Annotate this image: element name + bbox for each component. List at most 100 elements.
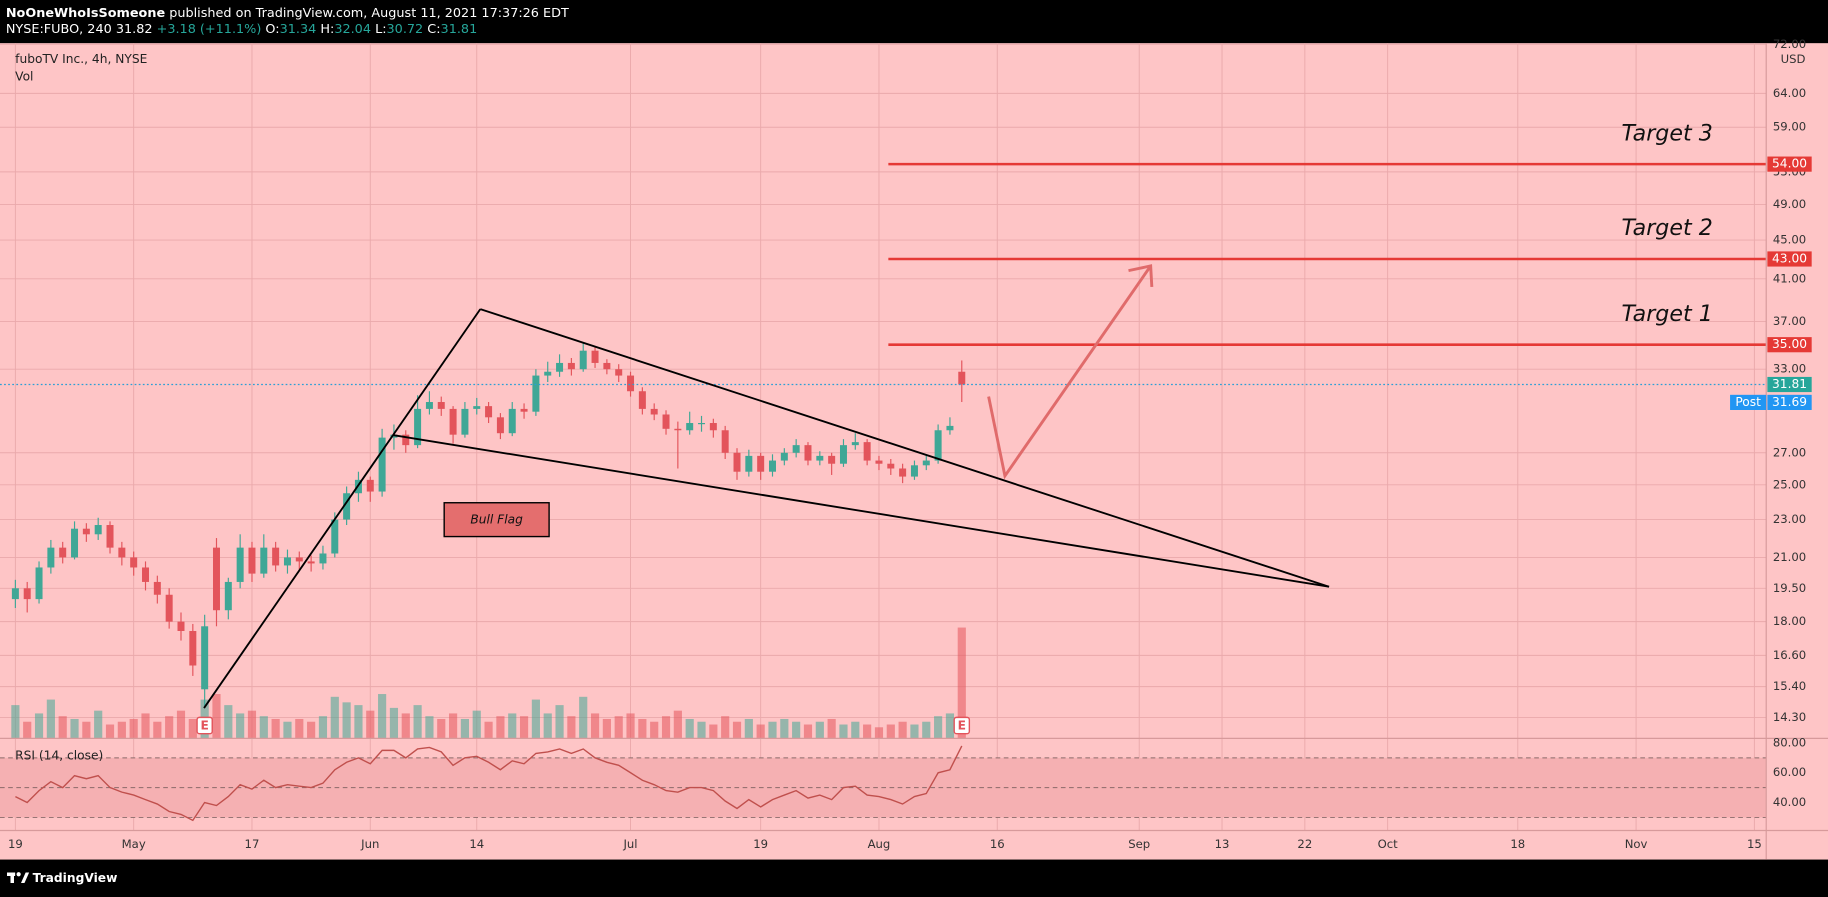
candle-body (686, 423, 694, 431)
candle-body (402, 434, 410, 446)
volume-bar (153, 721, 162, 739)
candle-body (544, 371, 552, 376)
target-badge (1767, 337, 1812, 353)
y-tick-label: 14.30 (1773, 710, 1806, 724)
volume-bar (354, 705, 363, 739)
candle-body (23, 588, 31, 600)
y-tick-label: 72.00 (1773, 37, 1806, 51)
volume-bar (768, 721, 777, 739)
drawings (203, 264, 1330, 709)
volume-bar (318, 716, 328, 739)
candle-body (556, 362, 564, 372)
x-tick-label: 14 (469, 837, 484, 851)
x-tick-label: 19 (753, 837, 768, 851)
volume-bar (94, 710, 103, 739)
earnings-marker (196, 716, 213, 735)
candle-body (94, 525, 102, 535)
x-tick-label: Aug (868, 837, 891, 851)
currency: USD (1781, 52, 1806, 66)
volume-bar (224, 705, 233, 739)
symbol: NYSE:FUBO, 240 (6, 22, 112, 37)
volume-bar (945, 713, 955, 739)
volume-bar (295, 718, 304, 739)
candle-body (839, 445, 847, 464)
x-tick-label: May (122, 837, 146, 851)
x-tick-label: Oct (1378, 837, 1399, 851)
volume-bar (543, 713, 552, 739)
volume-bar (614, 716, 623, 739)
volume-bar (378, 694, 387, 739)
x-tick-label: 18 (1510, 837, 1525, 851)
candle-body (496, 417, 504, 434)
high-value: 32.04 (334, 22, 371, 37)
volume-bar (271, 718, 280, 739)
candle-body (142, 567, 150, 582)
brand-logo (6, 872, 30, 884)
projection-arrow (987, 265, 1152, 480)
target-badge (1767, 156, 1812, 172)
y-tick-label: 23.00 (1773, 512, 1806, 526)
candle-body (224, 581, 232, 611)
volume-bar (934, 716, 943, 739)
x-tick-label: Sep (1128, 837, 1150, 851)
volume-bar (638, 718, 647, 739)
brand: TradingView (33, 871, 118, 885)
volume-bar (839, 724, 848, 739)
volume-bar (389, 707, 399, 739)
candle-body (733, 452, 741, 472)
volume-bar (803, 724, 813, 739)
volume-bar (34, 713, 44, 739)
volume-bar (697, 721, 706, 739)
y-tick-label: 37.00 (1773, 314, 1806, 328)
axis-layer: 19 May 17 Jun 14 Jul 19 Aug 16 Sep 13 22 Oct 18 Nov 15 1… (8, 37, 1812, 851)
post-price-label: 31.69 (1772, 395, 1807, 409)
rsi-title: RSI (14, close) (15, 748, 103, 762)
candle-body (627, 375, 635, 392)
volume-bar (425, 716, 434, 739)
high-label: H: (320, 22, 334, 37)
header-bar (0, 0, 1828, 44)
candle-body (910, 465, 918, 477)
x-tick-label: 22 (1297, 837, 1312, 851)
volume-bar (721, 716, 730, 739)
low-label: L: (375, 22, 386, 37)
y-tick-label: 41.00 (1773, 271, 1806, 285)
candle-body (153, 581, 161, 595)
candle-body (603, 362, 611, 370)
volume-bar (330, 696, 339, 739)
candle-body (757, 455, 765, 472)
y-tick-label: 19.50 (1773, 581, 1806, 595)
y-tick-label: 49.00 (1773, 197, 1806, 211)
candle-body (177, 621, 185, 631)
candle-body (331, 519, 339, 554)
last-price-label: 31.81 (1772, 377, 1807, 391)
x-tick-label: Nov (1625, 837, 1648, 851)
candle-body (437, 402, 445, 409)
published: published on TradingView.com, August 11,… (169, 5, 569, 20)
volume-bar (449, 713, 458, 739)
y-tick-label: 16.60 (1773, 648, 1806, 662)
quote-line: NYSE:FUBO, 240 31.82 +3.18 (+11.1%) O:31… (6, 22, 477, 37)
logo-part (10, 872, 14, 884)
y-tick-label: 45.00 (1773, 233, 1806, 247)
candle-body (343, 493, 351, 520)
volume-bar (673, 710, 682, 739)
candle-body (71, 528, 79, 558)
x-tick-label: Jul (622, 837, 637, 851)
candle-body (709, 423, 717, 431)
candle-body (59, 547, 67, 558)
volume-bar (472, 710, 481, 739)
annotation-box (443, 502, 550, 538)
volume-bar (815, 721, 824, 739)
earnings-marker (953, 716, 971, 735)
candle-body (674, 428, 682, 431)
candle-body (236, 547, 244, 582)
y-tick-label: 21.00 (1773, 550, 1806, 564)
target-price-label: 35.00 (1772, 337, 1807, 351)
candle-body (816, 455, 824, 461)
candle-body (792, 445, 800, 453)
volume-bar (212, 694, 221, 739)
volume-bar (58, 716, 67, 739)
target-label: Target 1 (1621, 301, 1712, 327)
